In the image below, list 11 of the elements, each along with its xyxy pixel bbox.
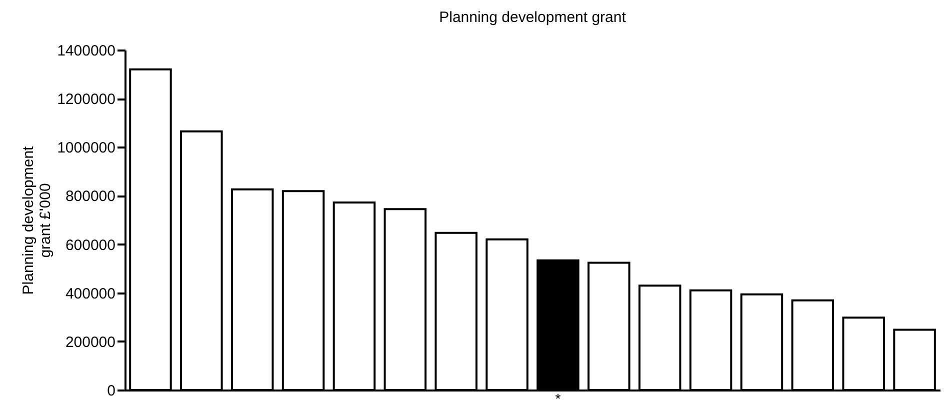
chart-title: Planning development grant	[439, 9, 627, 26]
y-tick-label: 0	[107, 382, 116, 400]
y-tick-label: 1200000	[57, 91, 116, 108]
y-tick-label: 400000	[65, 285, 116, 302]
y-tick-label: 800000	[65, 188, 116, 206]
y-tick-label: 600000	[65, 236, 116, 254]
y-tick-label: 200000	[65, 334, 116, 351]
y-tick-label: 1400000	[57, 42, 116, 60]
y-tick-label: 1000000	[57, 140, 116, 157]
y-axis-title: Planning development grant £'000	[20, 145, 54, 295]
x-tick-label: *	[555, 390, 562, 406]
